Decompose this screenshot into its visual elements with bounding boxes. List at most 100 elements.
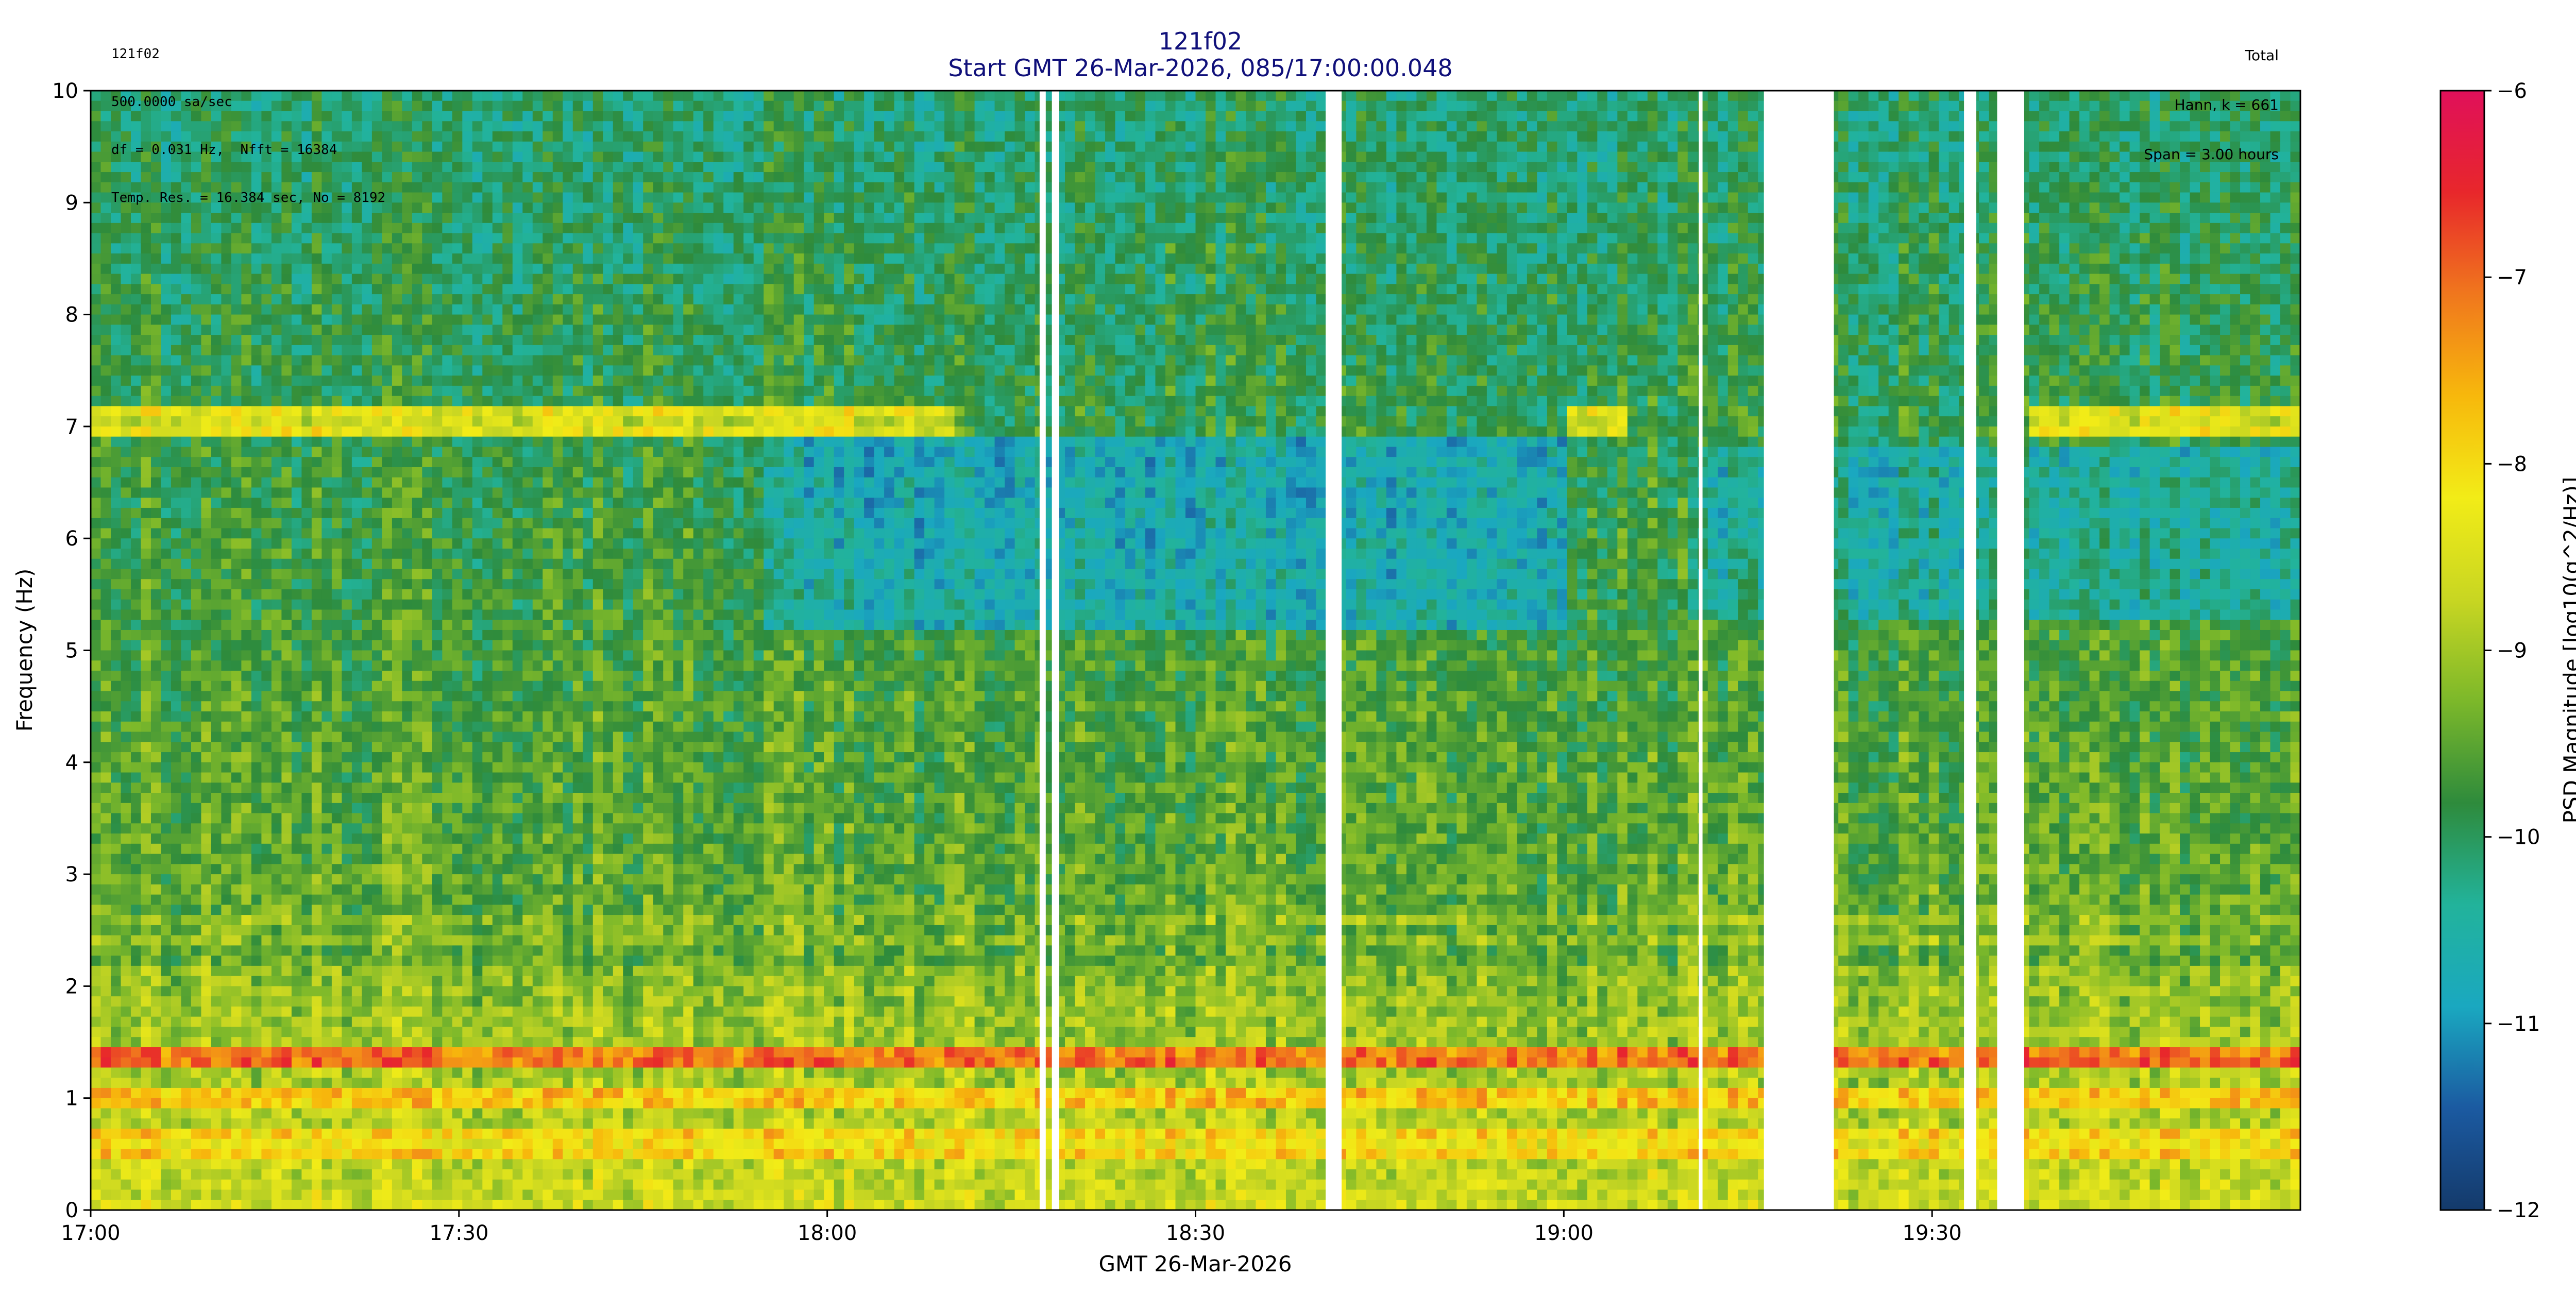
heatmap-cell	[150, 1078, 162, 1088]
heatmap-cell	[472, 182, 483, 193]
heatmap-cell	[321, 579, 332, 590]
heatmap-cell	[482, 213, 493, 224]
heatmap-cell	[191, 518, 202, 529]
heatmap-cell	[211, 192, 222, 203]
heatmap-cell	[432, 691, 443, 702]
heatmap-cell	[110, 1138, 122, 1150]
heatmap-cell	[191, 1016, 202, 1028]
heatmap-cell	[432, 752, 443, 763]
heatmap-cell	[141, 100, 151, 112]
heatmap-cell	[321, 956, 332, 966]
heatmap-cell	[492, 426, 503, 437]
heatmap-cell	[502, 711, 513, 722]
heatmap-cell	[201, 365, 212, 376]
heatmap-cell	[532, 935, 543, 946]
heatmap-cell	[371, 854, 382, 864]
heatmap-cell	[251, 976, 262, 986]
heatmap-cell	[141, 1108, 151, 1119]
heatmap-cell	[311, 772, 322, 783]
heatmap-cell	[171, 202, 182, 213]
heatmap-cell	[291, 996, 302, 1007]
heatmap-cell	[161, 803, 172, 814]
heatmap-cell	[271, 528, 282, 539]
heatmap-cell	[402, 1067, 413, 1078]
heatmap-cell	[522, 467, 533, 478]
heatmap-cell	[91, 864, 101, 875]
heatmap-cell	[432, 884, 443, 895]
heatmap-cell	[502, 487, 513, 498]
spectrogram-heatmap	[91, 91, 2300, 1210]
heatmap-cell	[241, 436, 252, 447]
heatmap-cell	[241, 376, 252, 386]
heatmap-cell	[231, 213, 242, 224]
heatmap-cell	[161, 701, 172, 712]
heatmap-cell	[130, 701, 142, 712]
heatmap-cell	[492, 579, 503, 590]
heatmap-cell	[121, 1098, 131, 1109]
heatmap-cell	[422, 894, 433, 905]
heatmap-cell	[171, 752, 182, 763]
heatmap-cell	[402, 1027, 413, 1037]
heatmap-cell	[221, 111, 232, 122]
heatmap-cell	[91, 314, 101, 325]
heatmap-cell	[161, 874, 172, 885]
heatmap-cell	[91, 1200, 101, 1210]
heatmap-cell	[141, 233, 151, 244]
heatmap-cell	[472, 833, 483, 844]
heatmap-cell	[321, 589, 332, 600]
heatmap-cell	[351, 965, 362, 977]
heatmap-cell	[161, 304, 172, 315]
heatmap-cell	[161, 477, 172, 488]
heatmap-cell	[91, 548, 101, 559]
heatmap-cell	[432, 1189, 443, 1200]
heatmap-cell	[281, 426, 292, 437]
heatmap-cell	[462, 884, 473, 895]
heatmap-cell	[251, 956, 262, 966]
heatmap-cell	[201, 803, 212, 814]
heatmap-cell	[452, 620, 463, 631]
heatmap-cell	[402, 100, 413, 112]
heatmap-cell	[251, 772, 262, 783]
heatmap-cell	[462, 447, 473, 457]
heatmap-cell	[351, 406, 362, 417]
heatmap-cell	[141, 986, 151, 997]
heatmap-cell	[301, 436, 312, 447]
heatmap-cell	[231, 314, 242, 325]
heatmap-cell	[301, 935, 312, 946]
heatmap-cell	[452, 263, 463, 275]
heatmap-cell	[150, 314, 162, 325]
heatmap-cell	[191, 141, 202, 152]
heatmap-cell	[251, 192, 262, 203]
heatmap-cell	[392, 141, 402, 152]
heatmap-cell	[291, 304, 302, 315]
heatmap-cell	[150, 986, 162, 997]
heatmap-cell	[532, 803, 543, 814]
heatmap-cell	[532, 487, 543, 498]
heatmap-cell	[512, 335, 523, 346]
heatmap-cell	[502, 426, 513, 437]
heatmap-cell	[321, 965, 332, 977]
heatmap-cell	[362, 1047, 372, 1058]
heatmap-cell	[321, 660, 332, 671]
heatmap-cell	[311, 803, 322, 814]
heatmap-cell	[351, 385, 362, 397]
heatmap-cell	[432, 569, 443, 580]
heatmap-cell	[472, 1098, 483, 1109]
heatmap-cell	[502, 335, 513, 346]
heatmap-cell	[321, 406, 332, 417]
heatmap-cell	[150, 752, 162, 763]
heatmap-cell	[492, 599, 503, 610]
heatmap-cell	[161, 518, 172, 529]
heatmap-cell	[150, 996, 162, 1007]
heatmap-cell	[201, 253, 212, 264]
heatmap-cell	[462, 304, 473, 315]
heatmap-cell	[281, 1118, 292, 1129]
heatmap-cell	[301, 1159, 312, 1170]
heatmap-cell	[412, 314, 422, 325]
heatmap-cell	[382, 487, 393, 498]
heatmap-cell	[342, 1200, 352, 1210]
heatmap-cell	[432, 406, 443, 417]
heatmap-cell	[422, 874, 433, 885]
heatmap-cell	[342, 620, 352, 631]
heatmap-cell	[482, 1200, 493, 1210]
